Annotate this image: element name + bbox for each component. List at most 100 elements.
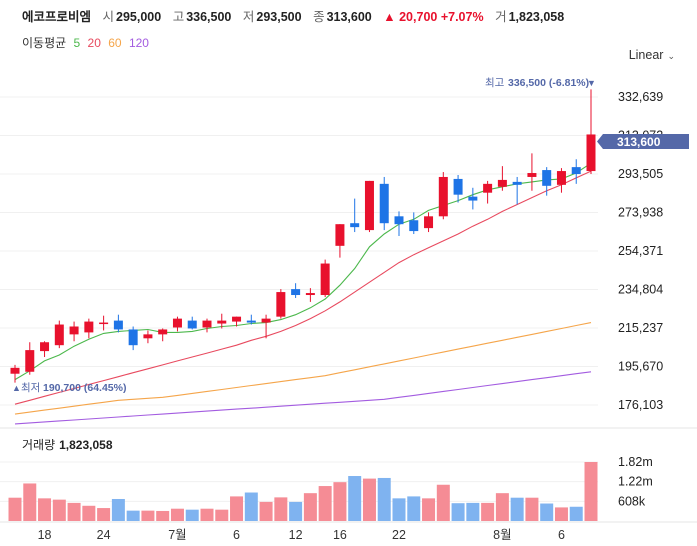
candle-body bbox=[453, 178, 463, 195]
close-value: 313,600 bbox=[326, 10, 372, 24]
open-label: 시 bbox=[102, 10, 115, 24]
high-marker: 최고 336,500 (-6.81%) ▼ bbox=[485, 77, 596, 89]
price-axis-tick: 195,670 bbox=[618, 360, 663, 374]
volume-bar bbox=[274, 497, 288, 521]
volume-bar bbox=[170, 508, 184, 521]
price-axis-tick: 176,103 bbox=[618, 398, 663, 412]
x-axis-tick: 8월 bbox=[493, 528, 511, 542]
candle-body bbox=[99, 322, 109, 325]
current-price-tag-text: 313,600 bbox=[617, 135, 661, 149]
quote-header: 에코프로비엠 시 295,000 고 336,500 저 293,500 종 313,6… bbox=[22, 6, 572, 24]
candle-body bbox=[143, 334, 153, 339]
volume-axis-tick: 1.82m bbox=[618, 455, 653, 469]
volume-bar bbox=[495, 493, 509, 521]
high-marker-value: 336,500 (-6.81%) bbox=[508, 77, 589, 89]
volume-bar bbox=[259, 501, 273, 521]
candle-body bbox=[69, 326, 79, 335]
ma20-legend[interactable]: 20 bbox=[87, 36, 101, 50]
current-price-tag-bg bbox=[597, 134, 689, 149]
volume-panel-title: 거래량 bbox=[22, 438, 56, 452]
volume-bar bbox=[377, 477, 391, 521]
ma60-legend[interactable]: 60 bbox=[108, 36, 122, 50]
price-axis-tick: 254,371 bbox=[618, 244, 663, 258]
candle-body bbox=[483, 183, 493, 193]
candle-body bbox=[232, 316, 242, 322]
volume-bar bbox=[333, 482, 347, 521]
change-percent: +7.07% bbox=[440, 10, 484, 24]
volume-bar bbox=[569, 506, 583, 521]
volume-bar bbox=[362, 478, 376, 521]
volume-axis-tick: 1.22m bbox=[618, 475, 653, 489]
volume-bar bbox=[185, 509, 199, 521]
stock-name: 에코프로비엠 bbox=[22, 10, 92, 24]
candle-body bbox=[84, 321, 94, 333]
candle-body bbox=[512, 181, 522, 185]
candle-body bbox=[305, 293, 315, 296]
volume-bar bbox=[540, 503, 554, 521]
volume-bar bbox=[289, 501, 303, 521]
price-axis-tick: 234,804 bbox=[618, 283, 663, 297]
x-axis-tick: 7월 bbox=[168, 528, 186, 542]
volume-bar bbox=[303, 493, 317, 521]
volume-bar bbox=[82, 505, 96, 521]
candle-body bbox=[468, 196, 478, 201]
ma60-line bbox=[14, 322, 592, 415]
ma5-legend[interactable]: 5 bbox=[73, 36, 81, 50]
x-axis-tick: 18 bbox=[38, 528, 52, 542]
high-marker-arrow-icon: ▼ bbox=[587, 78, 596, 88]
low-marker-label: 최저 bbox=[21, 382, 40, 394]
volume-bar bbox=[392, 498, 406, 521]
volume-bar bbox=[407, 496, 421, 521]
candle-body bbox=[571, 167, 581, 175]
candle-body bbox=[25, 350, 35, 372]
volume-bar bbox=[156, 510, 170, 521]
close-label: 종 bbox=[313, 10, 325, 24]
volume-bar bbox=[230, 496, 244, 521]
low-marker-value: 190,700 (64.45%) bbox=[43, 382, 126, 394]
price-axis-tick: 332,639 bbox=[618, 90, 663, 104]
price-axis-tick: 273,938 bbox=[618, 206, 663, 220]
ma120-line bbox=[14, 371, 592, 425]
volume-bar bbox=[436, 484, 450, 521]
volume-bar bbox=[215, 509, 229, 521]
chevron-down-icon: ⌄ bbox=[667, 51, 675, 61]
volume-bar bbox=[584, 462, 598, 521]
high-value: 336,500 bbox=[186, 10, 232, 24]
candle-body bbox=[217, 320, 227, 324]
ma120-legend[interactable]: 120 bbox=[128, 36, 149, 50]
volume-bar bbox=[525, 497, 539, 521]
volume-value: 1,823,058 bbox=[508, 10, 565, 24]
scale-dropdown-label: Linear bbox=[628, 48, 664, 62]
volume-bar bbox=[67, 502, 81, 521]
candle-body bbox=[202, 320, 212, 328]
candle-body bbox=[54, 324, 64, 346]
ma5-line bbox=[14, 162, 592, 381]
price-axis-tick: 293,505 bbox=[618, 167, 663, 181]
volume-bar bbox=[244, 492, 258, 521]
x-axis-tick: 12 bbox=[289, 528, 303, 542]
volume-bar bbox=[422, 498, 436, 521]
low-value: 293,500 bbox=[256, 10, 302, 24]
candle-body bbox=[158, 329, 168, 335]
high-marker-label: 최고 bbox=[485, 77, 505, 89]
candle-body bbox=[542, 170, 552, 186]
volume-bar bbox=[8, 497, 22, 521]
candle-body bbox=[276, 292, 286, 317]
candle-body bbox=[394, 216, 404, 225]
candle-body bbox=[497, 179, 507, 187]
scale-dropdown[interactable]: Linear ⌄ bbox=[629, 48, 675, 62]
candle-body bbox=[379, 183, 389, 224]
volume-bar bbox=[38, 498, 52, 521]
candle-body bbox=[527, 173, 537, 177]
candle-body bbox=[586, 134, 596, 172]
low-marker: ▲ 최저 190,700 (64.45%) bbox=[12, 382, 126, 394]
candle-body bbox=[291, 289, 301, 296]
candle-body bbox=[10, 367, 20, 374]
volume-bar bbox=[23, 483, 37, 521]
ma-legend-label: 이동평균 bbox=[22, 36, 67, 50]
candle-body bbox=[261, 318, 271, 323]
volume-bar bbox=[52, 499, 66, 521]
low-marker-arrow-icon: ▲ bbox=[12, 383, 21, 393]
volume-bar bbox=[481, 502, 495, 521]
